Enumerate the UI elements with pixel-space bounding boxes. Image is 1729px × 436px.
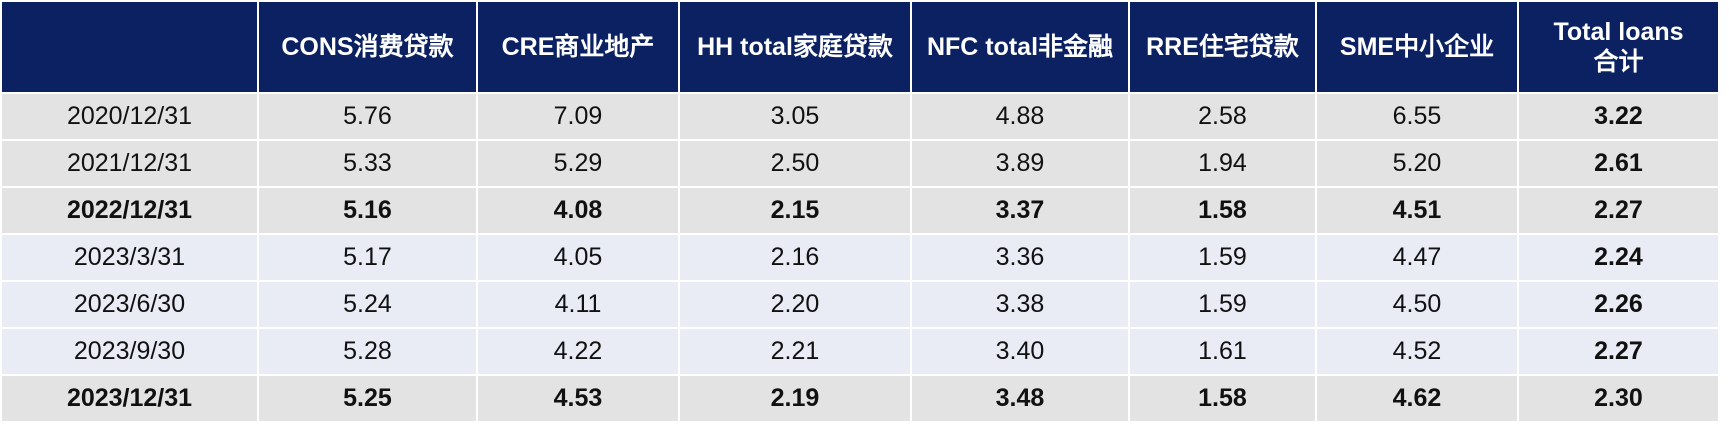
value-cell: 7.09 <box>476 92 680 141</box>
table-row: 2023/3/31 5.17 4.05 2.16 3.36 1.59 4.47 2.24 <box>0 233 1720 282</box>
header-cell: RRE住宅贷款 <box>1128 0 1317 94</box>
value-cell: 2.24 <box>1517 233 1720 282</box>
header-cell: CONS消费贷款 <box>257 0 478 94</box>
date-cell: 2020/12/31 <box>0 92 259 141</box>
value-cell: 5.20 <box>1315 139 1519 188</box>
value-cell: 5.28 <box>257 327 478 376</box>
value-cell: 1.94 <box>1128 139 1317 188</box>
value-cell: 4.22 <box>476 327 680 376</box>
value-cell: 5.33 <box>257 139 478 188</box>
date-cell: 2023/6/30 <box>0 280 259 329</box>
table-row: 2023/6/30 5.24 4.11 2.20 3.38 1.59 4.50 2.26 <box>0 280 1720 329</box>
value-cell: 1.61 <box>1128 327 1317 376</box>
date-cell: 2023/9/30 <box>0 327 259 376</box>
value-cell: 1.59 <box>1128 233 1317 282</box>
value-cell: 4.88 <box>910 92 1130 141</box>
value-cell: 5.76 <box>257 92 478 141</box>
value-cell: 2.58 <box>1128 92 1317 141</box>
value-cell: 4.08 <box>476 186 680 235</box>
value-cell: 5.16 <box>257 186 478 235</box>
value-cell: 2.21 <box>678 327 912 376</box>
table-row: 2020/12/31 5.76 7.09 3.05 4.88 2.58 6.55 3.22 <box>0 92 1720 141</box>
value-cell: 2.16 <box>678 233 912 282</box>
value-cell: 2.15 <box>678 186 912 235</box>
value-cell: 3.37 <box>910 186 1130 235</box>
value-cell: 3.05 <box>678 92 912 141</box>
value-cell: 1.59 <box>1128 280 1317 329</box>
header-cell: NFC total非金融 <box>910 0 1130 94</box>
date-cell: 2022/12/31 <box>0 186 259 235</box>
value-cell: 2.50 <box>678 139 912 188</box>
value-cell: 5.24 <box>257 280 478 329</box>
value-cell: 3.40 <box>910 327 1130 376</box>
value-cell: 4.51 <box>1315 186 1519 235</box>
header-cell: CRE商业地产 <box>476 0 680 94</box>
header-cell: SME中小企业 <box>1315 0 1519 94</box>
header-corner <box>0 0 259 94</box>
value-cell: 2.61 <box>1517 139 1720 188</box>
value-cell: 3.36 <box>910 233 1130 282</box>
value-cell: 4.47 <box>1315 233 1519 282</box>
table-row: 2023/9/30 5.28 4.22 2.21 3.40 1.61 4.52 2.27 <box>0 327 1720 376</box>
header-cell: Total loans 合计 <box>1517 0 1720 94</box>
value-cell: 2.27 <box>1517 186 1720 235</box>
value-cell: 4.11 <box>476 280 680 329</box>
value-cell: 2.20 <box>678 280 912 329</box>
value-cell: 5.25 <box>257 374 478 423</box>
header-cell: HH total家庭贷款 <box>678 0 912 94</box>
table-row: 2022/12/31 5.16 4.08 2.15 3.37 1.58 4.51 2.27 <box>0 186 1720 235</box>
value-cell: 4.52 <box>1315 327 1519 376</box>
data-table: CONS消费贷款 CRE商业地产 HH total家庭贷款 NFC total非金融 R… <box>0 0 1720 423</box>
value-cell: 4.53 <box>476 374 680 423</box>
value-cell: 4.62 <box>1315 374 1519 423</box>
value-cell: 3.48 <box>910 374 1130 423</box>
value-cell: 5.29 <box>476 139 680 188</box>
value-cell: 3.38 <box>910 280 1130 329</box>
table-body: 2020/12/31 5.76 7.09 3.05 4.88 2.58 6.55 3.22 20… <box>0 92 1720 423</box>
date-cell: 2023/12/31 <box>0 374 259 423</box>
value-cell: 1.58 <box>1128 374 1317 423</box>
value-cell: 6.55 <box>1315 92 1519 141</box>
value-cell: 3.22 <box>1517 92 1720 141</box>
header-row: CONS消费贷款 CRE商业地产 HH total家庭贷款 NFC total非金融 R… <box>0 0 1720 94</box>
value-cell: 2.27 <box>1517 327 1720 376</box>
value-cell: 3.89 <box>910 139 1130 188</box>
table-row: 2023/12/31 5.25 4.53 2.19 3.48 1.58 4.62 2.30 <box>0 374 1720 423</box>
table-head: CONS消费贷款 CRE商业地产 HH total家庭贷款 NFC total非金融 R… <box>0 0 1720 94</box>
value-cell: 2.19 <box>678 374 912 423</box>
date-cell: 2021/12/31 <box>0 139 259 188</box>
value-cell: 4.50 <box>1315 280 1519 329</box>
date-cell: 2023/3/31 <box>0 233 259 282</box>
value-cell: 2.26 <box>1517 280 1720 329</box>
value-cell: 1.58 <box>1128 186 1317 235</box>
value-cell: 2.30 <box>1517 374 1720 423</box>
value-cell: 5.17 <box>257 233 478 282</box>
value-cell: 4.05 <box>476 233 680 282</box>
table-row: 2021/12/31 5.33 5.29 2.50 3.89 1.94 5.20 2.61 <box>0 139 1720 188</box>
